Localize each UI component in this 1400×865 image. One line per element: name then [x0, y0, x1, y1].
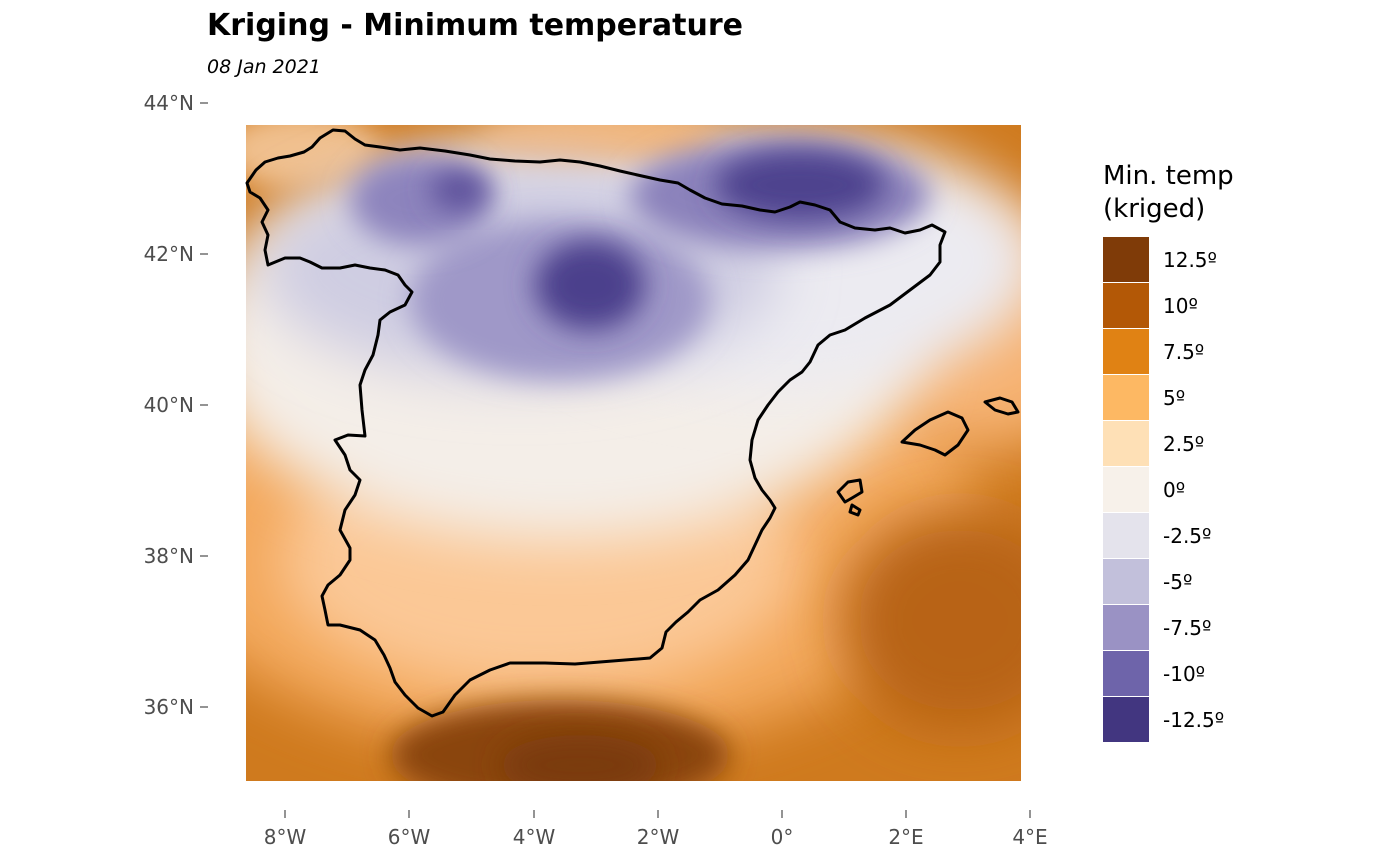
legend-label: 10º: [1163, 294, 1198, 318]
legend-label: -12.5º: [1163, 708, 1224, 732]
lon-tick-label: 0°: [771, 825, 794, 849]
lon-tick-label: 8°W: [264, 825, 307, 849]
lon-tick-label: 4°W: [513, 825, 556, 849]
legend-title-line1: Min. temp: [1103, 161, 1234, 191]
legend-swatch: [1103, 651, 1149, 696]
lat-tick-label: 38°N: [144, 544, 194, 568]
legend-label: 0º: [1163, 478, 1185, 502]
legend-label: -7.5º: [1163, 616, 1211, 640]
kriging-surface: [246, 125, 1021, 781]
lat-tick-label: 42°N: [144, 242, 194, 266]
legend-swatch: [1103, 375, 1149, 420]
lon-tick-label: 4°E: [1012, 825, 1047, 849]
legend-title-line2: (kriged): [1103, 194, 1206, 224]
legend-title: Min. temp (kriged): [1103, 160, 1234, 226]
legend-label: 12.5º: [1163, 248, 1217, 272]
lon-tick-label: 6°W: [388, 825, 431, 849]
legend-swatch: [1103, 283, 1149, 328]
lat-axis: [200, 102, 208, 708]
legend-label: 2.5º: [1163, 432, 1204, 456]
legend-swatch: [1103, 697, 1149, 742]
lat-tick-label: 40°N: [144, 393, 194, 417]
lat-tick-label: 36°N: [144, 695, 194, 719]
legend-label: 5º: [1163, 386, 1185, 410]
legend-swatch: [1103, 421, 1149, 466]
legend-label: -10º: [1163, 662, 1205, 686]
legend-swatch: [1103, 605, 1149, 650]
legend-label: -2.5º: [1163, 524, 1211, 548]
legend-label: -5º: [1163, 570, 1192, 594]
legend-swatch: [1103, 467, 1149, 512]
lon-tick-label: 2°W: [637, 825, 680, 849]
lat-tick-label: 44°N: [144, 91, 194, 115]
lon-tick-label: 2°E: [888, 825, 923, 849]
legend-swatch: [1103, 329, 1149, 374]
legend-swatch: [1103, 559, 1149, 604]
lon-axis: [284, 810, 1031, 818]
legend: 12.5º 10º 7.5º 5º 2.5º 0º -2.5º -5º -7.5º -10º -12…: [1103, 237, 1224, 742]
legend-swatch: [1103, 237, 1149, 282]
coastline: [245, 128, 1020, 718]
chart-subtitle: 08 Jan 2021: [207, 56, 321, 78]
legend-label: 7.5º: [1163, 340, 1204, 364]
chart-title: Kriging - Minimum temperature: [207, 8, 744, 43]
legend-swatch: [1103, 513, 1149, 558]
